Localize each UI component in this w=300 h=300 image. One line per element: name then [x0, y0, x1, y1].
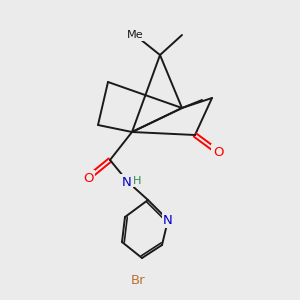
Text: N: N	[163, 214, 173, 226]
Text: Br: Br	[131, 274, 145, 286]
Text: H: H	[134, 175, 142, 185]
Text: O: O	[213, 146, 223, 158]
Text: O: O	[213, 146, 223, 158]
Text: H: H	[133, 176, 141, 186]
Text: Me: Me	[127, 30, 143, 40]
Text: O: O	[83, 172, 93, 184]
Text: Br: Br	[131, 274, 145, 286]
Text: N: N	[121, 176, 131, 188]
Text: N: N	[163, 214, 173, 226]
Text: O: O	[83, 172, 93, 184]
Text: N: N	[122, 176, 132, 188]
